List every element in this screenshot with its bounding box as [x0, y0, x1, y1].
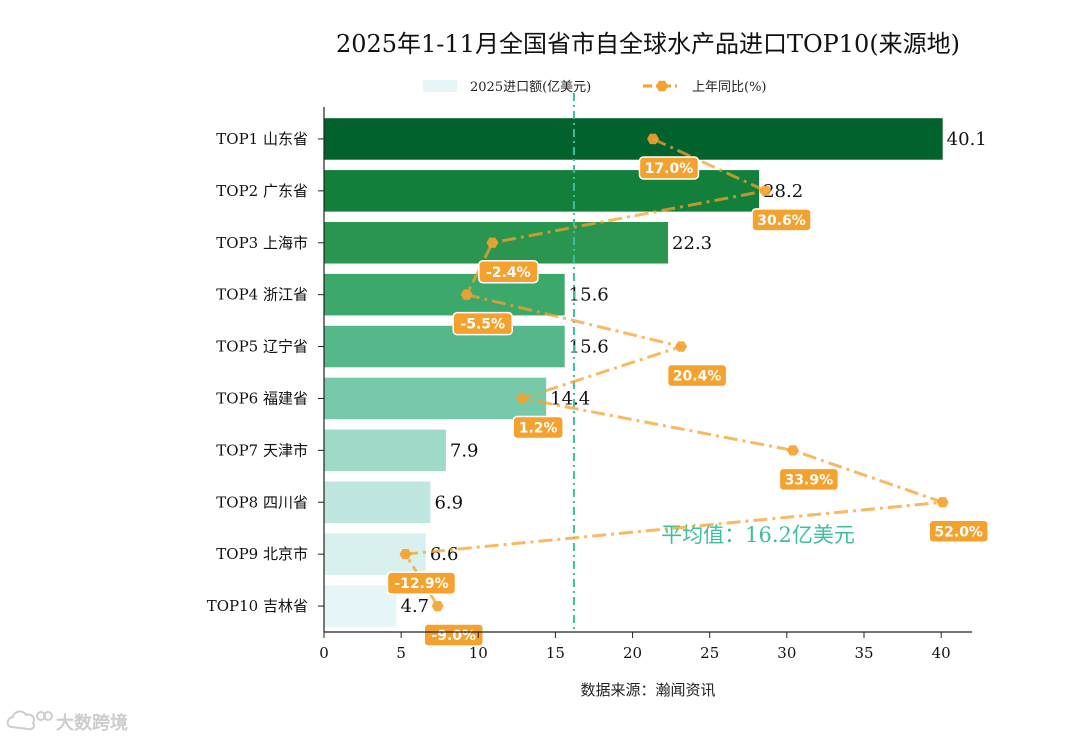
x-axis-label: 数据来源：瀚闻资讯	[580, 681, 715, 699]
bar	[324, 118, 943, 160]
category-label: TOP8 四川省	[216, 493, 308, 511]
yoy-marker	[399, 549, 412, 560]
x-axis: 0 5 10 15 20 25 30 35 40	[319, 107, 972, 662]
yoy-label-box	[512, 415, 564, 440]
chart-title: 2025年1-11月全国省市自全球水产品进口TOP10(来源地)	[336, 30, 960, 58]
x-tick-label: 15	[546, 644, 565, 662]
category-label: TOP2 广东省	[216, 182, 308, 200]
average-label: 平均值：16.2亿美元	[661, 523, 855, 547]
bar-value-label: 28.2	[763, 181, 803, 202]
yoy-label: 20.4%	[673, 369, 722, 385]
yoy-label-box	[478, 260, 539, 284]
bar-value-label: 6.6	[430, 544, 459, 565]
x-tick-label: 10	[469, 644, 488, 662]
category-label: TOP5 辽宁省	[216, 338, 308, 356]
yoy-label: 30.6%	[757, 213, 806, 229]
legend-bar-swatch	[423, 80, 457, 92]
legend-line-label: 上年同比(%)	[692, 80, 767, 95]
yoy-line-layer: 17.0% 30.6% -2.4% -5.5% 20.4% 1.2% 33.9% 52.0% -…	[386, 133, 989, 647]
yoy-marker	[786, 445, 799, 456]
legend: 2025进口额(亿美元) 上年同比(%)	[423, 80, 767, 95]
bar	[324, 481, 431, 524]
yoy-label: -2.4%	[486, 265, 531, 281]
category-label: TOP1 山东省	[216, 130, 308, 148]
x-tick-label: 25	[700, 644, 719, 662]
yoy-label-box	[666, 363, 728, 388]
bar-value-label: 6.9	[434, 492, 463, 513]
bar-value-label: 4.7	[401, 596, 430, 617]
yoy-label: -12.9%	[394, 576, 448, 592]
cloud-logo-icon	[6, 710, 53, 731]
x-tick-label: 0	[319, 644, 329, 662]
bar-value-label: 40.1	[947, 129, 987, 150]
bar	[324, 429, 446, 472]
yoy-label-box	[638, 156, 700, 180]
yoy-label-box	[423, 623, 484, 647]
yoy-label-box	[928, 519, 989, 543]
x-tick-label: 5	[396, 644, 406, 662]
bar	[324, 377, 547, 420]
x-tick-label: 20	[623, 644, 642, 662]
category-label: TOP6 福建省	[216, 389, 308, 407]
yoy-marker	[486, 237, 499, 248]
x-tick-label: 35	[854, 644, 873, 662]
yoy-label-box	[751, 208, 812, 232]
category-label: TOP10 吉林省	[207, 597, 308, 615]
x-tick-label: 40	[932, 644, 951, 662]
yoy-label: -5.5%	[460, 317, 505, 333]
yoy-label: 17.0%	[645, 161, 694, 177]
yoy-label-box	[386, 571, 457, 595]
bar-value-label: 22.3	[672, 233, 712, 254]
yoy-label-box	[778, 467, 840, 492]
yoy-marker	[460, 289, 473, 300]
bar-value-label: 15.6	[569, 337, 609, 358]
bar-value-label: 15.6	[569, 285, 609, 306]
yoy-marker	[516, 393, 529, 404]
yoy-label: 1.2%	[519, 420, 558, 436]
legend-bar-label: 2025进口额(亿美元)	[470, 80, 591, 95]
yoy-label: -9.0%	[431, 628, 476, 644]
yoy-label: 33.9%	[785, 472, 834, 488]
bar	[324, 325, 565, 368]
yoy-marker	[675, 341, 688, 352]
bar-value-label: 7.9	[450, 440, 479, 461]
yoy-marker	[936, 497, 949, 508]
yoy-marker	[431, 600, 444, 612]
bar-value-label: 14.4	[550, 388, 590, 409]
category-label: TOP3 上海市	[216, 234, 308, 252]
yoy-marker	[647, 133, 659, 145]
yoy-label-box	[452, 311, 513, 336]
bar	[324, 585, 397, 627]
x-tick-label: 30	[777, 644, 796, 662]
yoy-line	[402, 137, 944, 607]
yoy-marker	[759, 185, 772, 196]
category-label: TOP7 天津市	[216, 441, 308, 459]
category-label: TOP9 北京市	[216, 545, 308, 563]
yoy-label: 52.0%	[934, 524, 983, 540]
category-label: TOP4 浙江省	[216, 286, 308, 304]
watermark: 大数跨境	[6, 710, 128, 734]
watermark-text: 大数跨境	[56, 712, 128, 734]
legend-line-marker	[656, 80, 668, 92]
